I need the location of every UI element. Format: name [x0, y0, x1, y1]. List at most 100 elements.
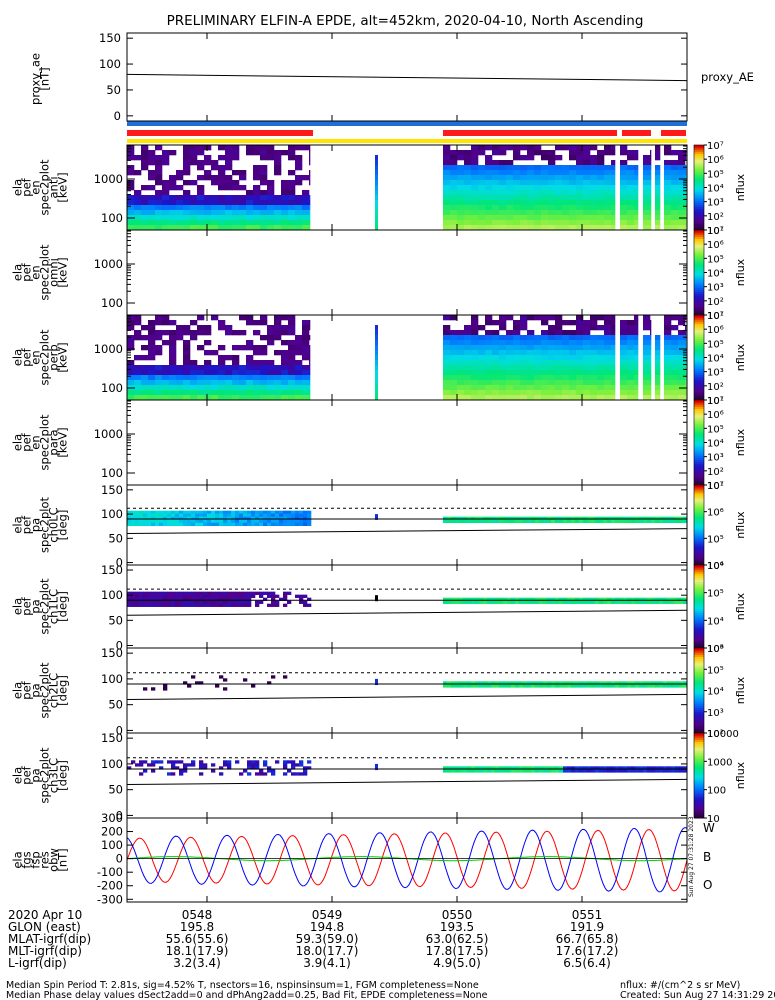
spec-cell [162, 195, 170, 201]
pitch-cell [631, 769, 636, 773]
spec-cell [634, 365, 639, 371]
pitch-cell [191, 760, 196, 764]
colorbar-cell [694, 395, 704, 399]
colorbar-cell [694, 788, 704, 791]
colorbar-cell [694, 705, 704, 708]
pitch-cell [143, 516, 148, 520]
pitch-cell [263, 510, 268, 514]
pitch-cell [151, 510, 156, 514]
spec-cell [267, 395, 275, 401]
pitch-cell [167, 513, 172, 517]
colorbar-cell [694, 196, 704, 199]
spec-cell [464, 205, 472, 211]
spec-cell [664, 345, 672, 351]
spec-cell [375, 215, 378, 221]
spec-cell [232, 380, 240, 386]
spec-cell [527, 375, 535, 381]
y-tick-label: 50 [108, 613, 123, 627]
spec-cell [485, 395, 493, 401]
colorbar-cell [694, 517, 704, 520]
pitch-cell [639, 766, 644, 770]
spec-cell [527, 335, 535, 341]
colorbar-cell [694, 737, 704, 740]
spec-cell [620, 160, 628, 166]
spec-cell [548, 195, 556, 201]
spec-cell [464, 365, 472, 371]
spec-cell [634, 355, 639, 361]
spec-cell [597, 325, 605, 331]
spec-cell [267, 370, 275, 376]
spec-cell [499, 200, 507, 206]
colorbar-cell [694, 147, 704, 150]
xaxis-value: 17.6(17.2) [556, 944, 619, 958]
spec-cell [288, 185, 296, 191]
spec-cell [127, 200, 135, 206]
pitch-cell [463, 600, 468, 604]
pitch-cell [675, 766, 680, 770]
spec-cell [627, 325, 635, 331]
spec-cell [443, 350, 451, 356]
pitch-cell [155, 597, 160, 601]
spec-cell [197, 185, 205, 191]
pitch-cell [139, 594, 144, 598]
colorbar-cell [694, 707, 704, 711]
spec-cell [541, 340, 549, 346]
spec-cell [520, 325, 528, 331]
spec-cell [457, 330, 465, 336]
pitch-cell [543, 519, 548, 523]
spec-cell [520, 200, 528, 206]
spec-cell [541, 370, 549, 376]
y-tick-label: -200 [97, 879, 123, 893]
colorbar-cell [694, 402, 704, 405]
spec-cell [597, 205, 605, 211]
spec-cell [183, 355, 191, 361]
pitch-cell [619, 681, 624, 685]
pitch-cell [551, 519, 556, 523]
pitch-cell [615, 519, 620, 523]
colorbar-cell [694, 372, 704, 375]
spec-cell [485, 385, 493, 391]
colorbar-cell [694, 417, 704, 420]
panel-frame [126, 647, 688, 734]
spec-cell [541, 350, 549, 356]
spec-cell [534, 185, 542, 191]
colorbar-tick-label: 10 [707, 814, 720, 825]
spec-cell [148, 325, 156, 331]
colorbar-cell [694, 602, 704, 605]
colorbar-cell [694, 555, 704, 558]
spec-cell [218, 175, 226, 181]
pitch-cell [235, 516, 240, 520]
spec-cell [555, 375, 563, 381]
spec-cell [634, 185, 639, 191]
spec-cell [246, 200, 254, 206]
spec-cell [246, 385, 254, 391]
spec-cell [471, 165, 479, 171]
colorbar-cell [694, 720, 704, 723]
spec-cell [274, 375, 282, 381]
spec-cell [274, 220, 282, 226]
spec-cell [569, 380, 577, 386]
colorbar-cell [694, 272, 704, 276]
spec-cell [169, 215, 177, 221]
colorbar-cell [694, 656, 704, 660]
spec-cell [597, 395, 605, 401]
pitch-cell [467, 519, 472, 523]
spec-cell [597, 380, 605, 386]
colorbar-cell [694, 474, 704, 477]
ylabel-line-1: pef [20, 262, 34, 281]
spec-cell [671, 365, 679, 371]
colorbar-cell [694, 813, 704, 817]
spec-cell [464, 185, 472, 191]
colorbar-cell [694, 503, 704, 506]
colorbar-cell [694, 421, 704, 424]
pitch-cell [135, 513, 140, 517]
spec-cell [555, 350, 563, 356]
spec-cell [650, 360, 652, 366]
pitch-cell [543, 600, 548, 604]
spec-cell [513, 330, 521, 336]
pitch-cell [491, 597, 496, 601]
spec-cell [443, 375, 451, 381]
spec-cell [678, 355, 686, 361]
spec-cell [162, 330, 170, 336]
pitch-cell [307, 597, 312, 601]
